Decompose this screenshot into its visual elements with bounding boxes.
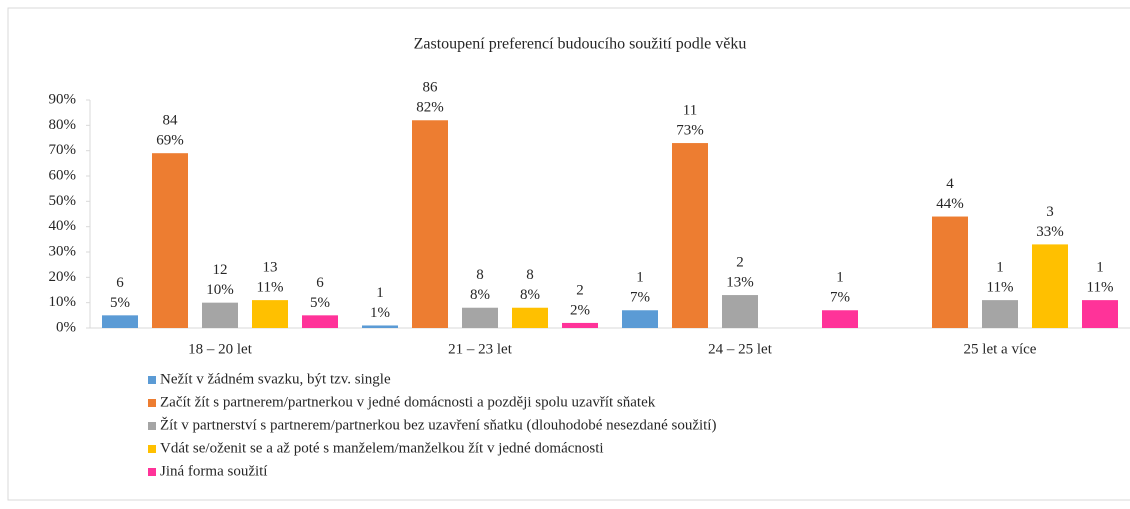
value-label: 8% bbox=[520, 287, 540, 303]
bar bbox=[1032, 244, 1068, 328]
chart-frame bbox=[7, 7, 1130, 501]
bar bbox=[982, 300, 1018, 328]
y-tick-label: 90% bbox=[49, 91, 77, 107]
y-tick-label: 50% bbox=[49, 193, 77, 209]
y-tick-label: 40% bbox=[49, 218, 77, 234]
count-label: 1 bbox=[636, 270, 644, 286]
count-label: 6 bbox=[116, 275, 124, 291]
bar bbox=[822, 310, 858, 328]
count-label: 1 bbox=[376, 285, 384, 301]
bar bbox=[932, 216, 968, 328]
count-label: 8 bbox=[526, 267, 534, 283]
value-label: 69% bbox=[156, 133, 184, 149]
count-label: 6 bbox=[316, 275, 324, 291]
value-label: 33% bbox=[1036, 224, 1064, 240]
bar bbox=[562, 322, 598, 328]
bar bbox=[722, 295, 758, 328]
value-label: 2% bbox=[570, 302, 590, 318]
legend-swatch bbox=[148, 422, 156, 430]
count-label: 1 bbox=[1096, 260, 1104, 276]
bar bbox=[102, 315, 138, 328]
y-tick-label: 80% bbox=[49, 117, 77, 133]
x-tick-label: 21 – 23 let bbox=[448, 341, 513, 357]
count-label: 1 bbox=[996, 260, 1004, 276]
count-label: 2 bbox=[576, 282, 584, 298]
value-label: 8% bbox=[470, 287, 490, 303]
x-tick-label: 18 – 20 let bbox=[188, 341, 253, 357]
bar bbox=[362, 325, 398, 328]
bar bbox=[152, 153, 188, 328]
value-label: 7% bbox=[830, 290, 850, 306]
count-label: 86 bbox=[423, 80, 439, 96]
value-label: 13% bbox=[726, 275, 754, 291]
y-tick-label: 60% bbox=[49, 167, 77, 183]
legend-swatch bbox=[148, 445, 156, 453]
legend-swatch bbox=[148, 376, 156, 384]
count-label: 4 bbox=[946, 176, 954, 192]
legend-label: Začít žít s partnerem/partnerkou v jedné… bbox=[160, 394, 656, 410]
count-label: 8 bbox=[476, 267, 484, 283]
legend-label: Jiná forma soužití bbox=[160, 463, 267, 479]
value-label: 73% bbox=[676, 123, 704, 139]
bar bbox=[202, 302, 238, 328]
y-tick-label: 70% bbox=[49, 142, 77, 158]
value-label: 7% bbox=[630, 290, 650, 306]
y-tick-label: 0% bbox=[56, 319, 76, 335]
count-label: 1 bbox=[836, 270, 844, 286]
legend-label: Žít v partnerství s partnerem/partnerkou… bbox=[160, 416, 716, 433]
value-label: 5% bbox=[110, 295, 130, 311]
bar bbox=[622, 310, 658, 328]
chart-title: Zastoupení preferencí budoucího soužití … bbox=[414, 36, 747, 53]
value-label: 5% bbox=[310, 295, 330, 311]
value-label: 1% bbox=[370, 305, 390, 321]
bar bbox=[1082, 300, 1118, 328]
bar bbox=[512, 307, 548, 328]
legend-swatch bbox=[148, 468, 156, 476]
bar bbox=[462, 307, 498, 328]
value-label: 10% bbox=[206, 282, 234, 298]
x-tick-label: 25 let a více bbox=[964, 341, 1037, 357]
value-label: 11% bbox=[1087, 280, 1114, 296]
bar bbox=[672, 143, 708, 328]
count-label: 2 bbox=[736, 255, 744, 271]
count-label: 12 bbox=[213, 262, 228, 278]
x-tick-label: 24 – 25 let bbox=[708, 341, 773, 357]
y-tick-label: 10% bbox=[49, 294, 77, 310]
value-label: 44% bbox=[936, 196, 964, 212]
value-label: 11% bbox=[987, 280, 1014, 296]
count-label: 13 bbox=[263, 260, 278, 276]
bar bbox=[412, 120, 448, 329]
count-label: 84 bbox=[163, 113, 179, 129]
bar bbox=[302, 315, 338, 328]
legend-swatch bbox=[148, 399, 156, 407]
legend-label: Vdát se/oženit se a až poté s manželem/m… bbox=[160, 440, 604, 456]
bar bbox=[252, 300, 288, 328]
count-label: 11 bbox=[683, 103, 697, 119]
y-tick-label: 20% bbox=[49, 269, 77, 285]
value-label: 11% bbox=[257, 280, 284, 296]
count-label: 3 bbox=[1046, 204, 1054, 220]
y-tick-label: 30% bbox=[49, 243, 77, 259]
legend-label: Nežít v žádném svazku, být tzv. single bbox=[160, 371, 391, 387]
value-label: 82% bbox=[416, 100, 444, 116]
